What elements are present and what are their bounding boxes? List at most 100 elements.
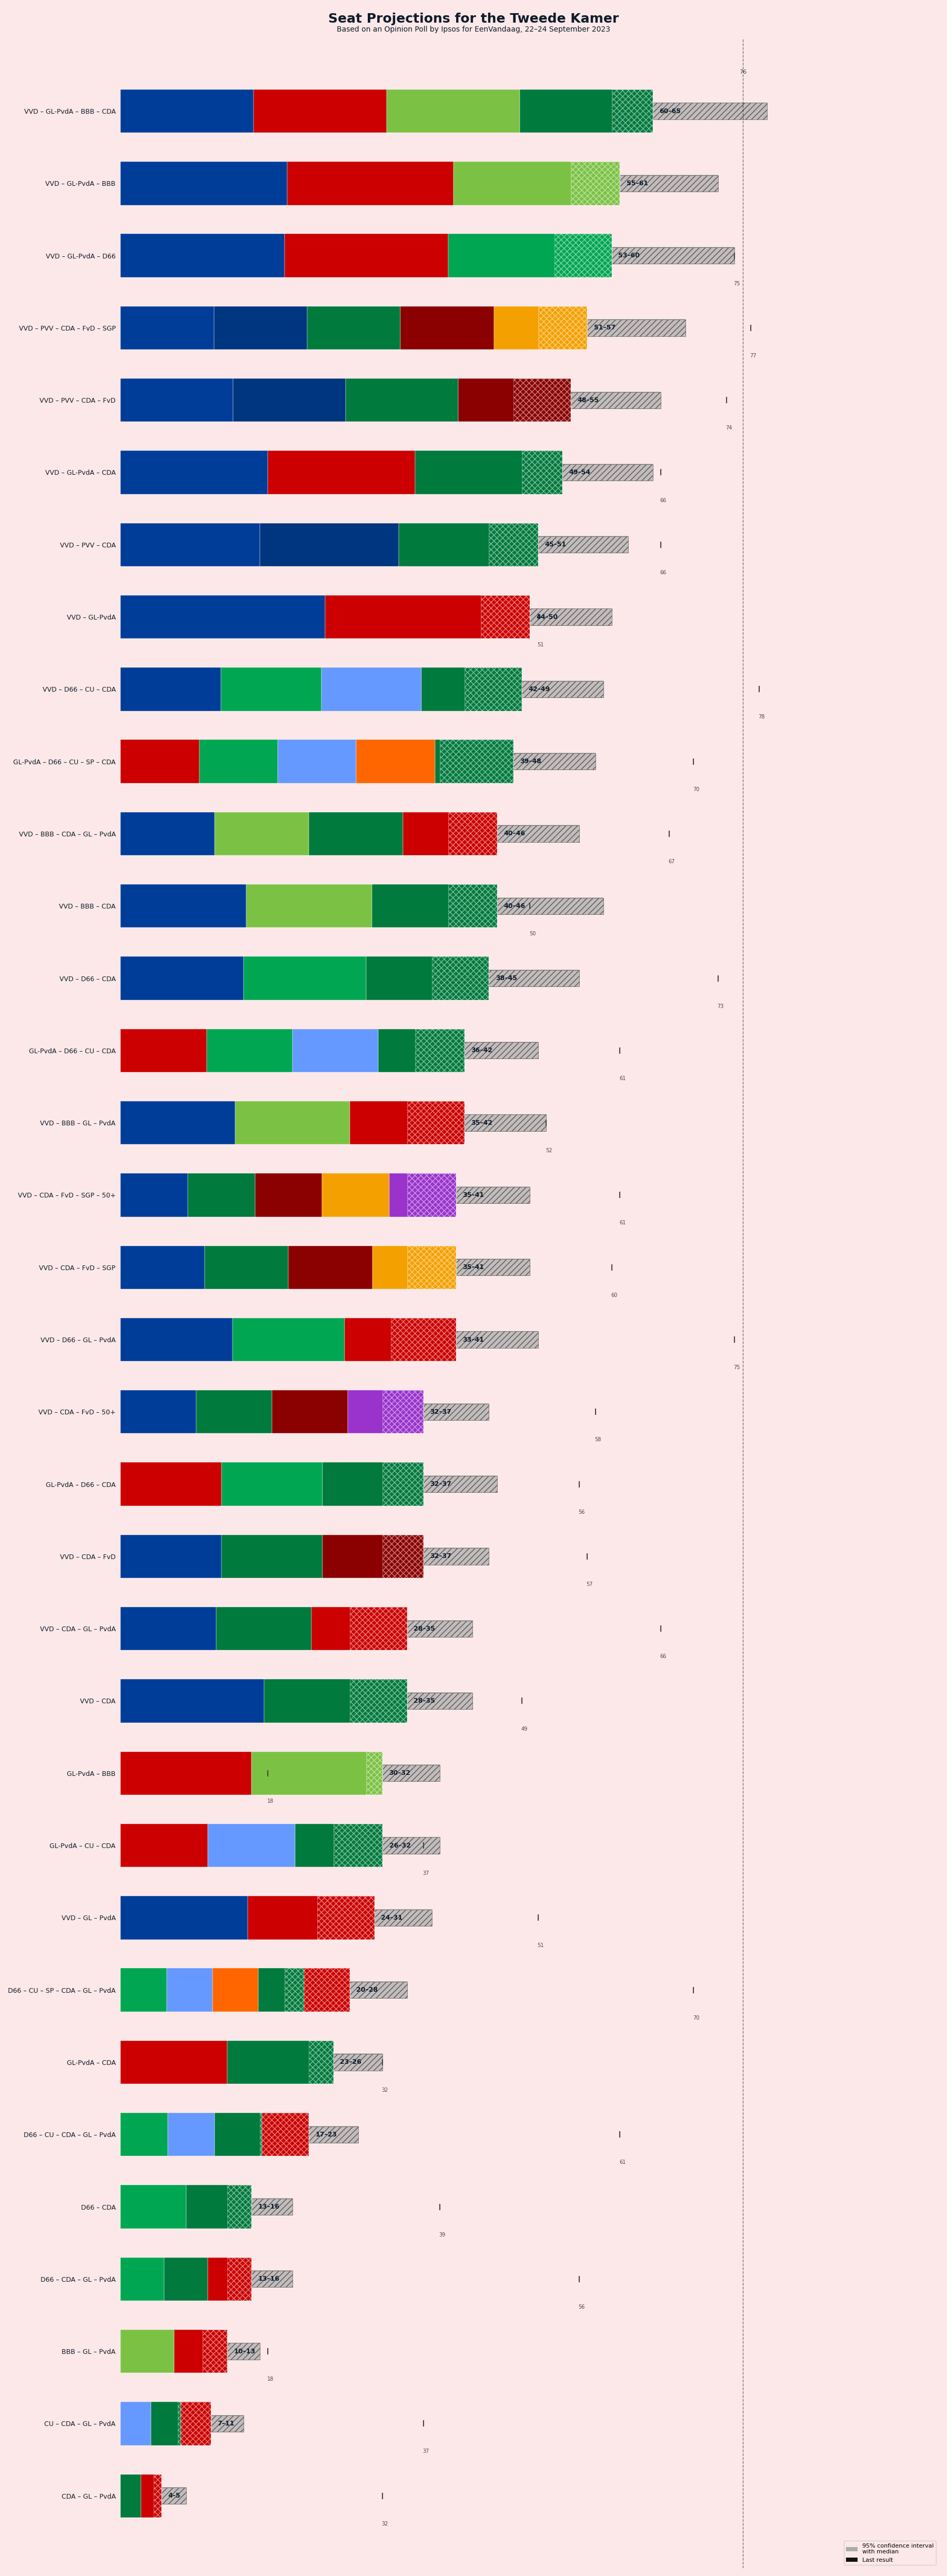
Bar bbox=[235, 1981, 407, 1999]
Bar bbox=[399, 608, 612, 626]
Bar bbox=[383, 1463, 423, 1507]
Bar bbox=[326, 1332, 538, 1347]
Bar bbox=[208, 2257, 252, 2300]
Text: 17–23: 17–23 bbox=[315, 2130, 337, 2138]
Bar bbox=[120, 1824, 208, 1868]
Text: 53–60: 53–60 bbox=[618, 252, 640, 260]
Text: 60: 60 bbox=[611, 1293, 617, 1298]
Text: 38–45: 38–45 bbox=[495, 974, 517, 981]
Bar bbox=[120, 1535, 222, 1579]
Text: 36–42: 36–42 bbox=[471, 1046, 492, 1054]
Text: 66: 66 bbox=[660, 569, 667, 574]
Bar bbox=[255, 1175, 322, 1216]
Text: 76: 76 bbox=[739, 70, 746, 75]
Bar bbox=[399, 608, 612, 626]
Bar bbox=[317, 1476, 497, 1492]
Bar bbox=[120, 2184, 187, 2228]
Bar bbox=[272, 1391, 348, 1432]
Text: 30–32: 30–32 bbox=[389, 1770, 411, 1777]
Bar bbox=[448, 884, 497, 927]
Bar bbox=[440, 319, 686, 337]
Text: 13–16: 13–16 bbox=[259, 2202, 279, 2210]
Text: 51: 51 bbox=[537, 641, 544, 647]
Text: 32–37: 32–37 bbox=[430, 1481, 452, 1486]
Bar bbox=[379, 1028, 464, 1072]
Bar bbox=[262, 2112, 309, 2156]
Text: 33–41: 33–41 bbox=[463, 1337, 484, 1342]
Bar bbox=[137, 2488, 187, 2504]
Bar bbox=[293, 1692, 473, 1708]
Bar bbox=[322, 1175, 389, 1216]
Bar bbox=[399, 536, 628, 554]
Bar bbox=[259, 1968, 304, 2012]
Bar bbox=[333, 1115, 546, 1131]
Bar bbox=[356, 739, 435, 783]
Bar bbox=[277, 739, 356, 783]
Bar bbox=[440, 319, 686, 335]
Bar bbox=[317, 1896, 374, 1940]
Bar bbox=[323, 1463, 423, 1507]
Bar bbox=[372, 884, 497, 927]
Bar bbox=[120, 2473, 141, 2517]
Bar bbox=[188, 1175, 255, 1216]
Bar bbox=[389, 1175, 456, 1216]
Bar bbox=[194, 2272, 293, 2287]
Bar bbox=[174, 2329, 227, 2372]
Bar bbox=[399, 523, 538, 567]
Bar bbox=[120, 523, 259, 567]
Text: 66: 66 bbox=[660, 1654, 667, 1659]
Bar bbox=[555, 234, 612, 278]
Bar bbox=[407, 1247, 456, 1288]
Bar bbox=[120, 884, 246, 927]
Bar bbox=[120, 2257, 165, 2300]
Bar bbox=[454, 162, 620, 206]
Text: 10–13: 10–13 bbox=[234, 2347, 256, 2354]
Bar bbox=[333, 1188, 530, 1203]
Bar bbox=[293, 1620, 473, 1636]
Bar bbox=[349, 1100, 464, 1144]
Text: Seat Projections for the Tweede Kamer: Seat Projections for the Tweede Kamer bbox=[329, 13, 618, 26]
Text: 61: 61 bbox=[619, 2159, 626, 2164]
Bar bbox=[317, 1548, 489, 1564]
Bar bbox=[383, 680, 603, 698]
Bar bbox=[235, 1100, 349, 1144]
Bar bbox=[374, 899, 603, 914]
Bar bbox=[506, 103, 767, 118]
Text: 70: 70 bbox=[693, 786, 699, 791]
Bar bbox=[333, 1824, 383, 1868]
Text: 13–16: 13–16 bbox=[259, 2275, 279, 2282]
Text: 57: 57 bbox=[586, 1582, 593, 1587]
Text: 51: 51 bbox=[537, 1942, 544, 1947]
Bar bbox=[571, 162, 620, 206]
Bar bbox=[120, 2401, 151, 2445]
Bar bbox=[153, 2416, 243, 2432]
Bar bbox=[326, 595, 530, 639]
Bar bbox=[386, 90, 520, 134]
Text: 40–46: 40–46 bbox=[504, 829, 526, 837]
Text: 61: 61 bbox=[619, 1077, 626, 1082]
Bar bbox=[473, 175, 718, 193]
Bar bbox=[448, 811, 497, 855]
Text: 49: 49 bbox=[521, 1726, 527, 1731]
Bar bbox=[194, 2197, 293, 2215]
Text: 26–32: 26–32 bbox=[389, 1842, 411, 1850]
Bar bbox=[506, 103, 767, 118]
Bar bbox=[308, 307, 401, 350]
Text: 18: 18 bbox=[267, 2378, 274, 2383]
Bar bbox=[383, 1535, 423, 1579]
Bar bbox=[284, 1968, 349, 2012]
Bar bbox=[120, 1968, 167, 2012]
Bar bbox=[259, 2112, 309, 2156]
Bar bbox=[333, 1260, 530, 1275]
Bar bbox=[538, 307, 587, 350]
Text: 52: 52 bbox=[545, 1149, 552, 1154]
Bar bbox=[259, 2053, 383, 2071]
Bar bbox=[407, 1100, 464, 1144]
Text: 28–35: 28–35 bbox=[414, 1625, 436, 1633]
Bar bbox=[358, 971, 579, 987]
Bar bbox=[287, 162, 454, 206]
Bar bbox=[199, 739, 277, 783]
Bar bbox=[141, 2473, 162, 2517]
Bar bbox=[227, 2257, 252, 2300]
Bar bbox=[309, 1765, 440, 1783]
